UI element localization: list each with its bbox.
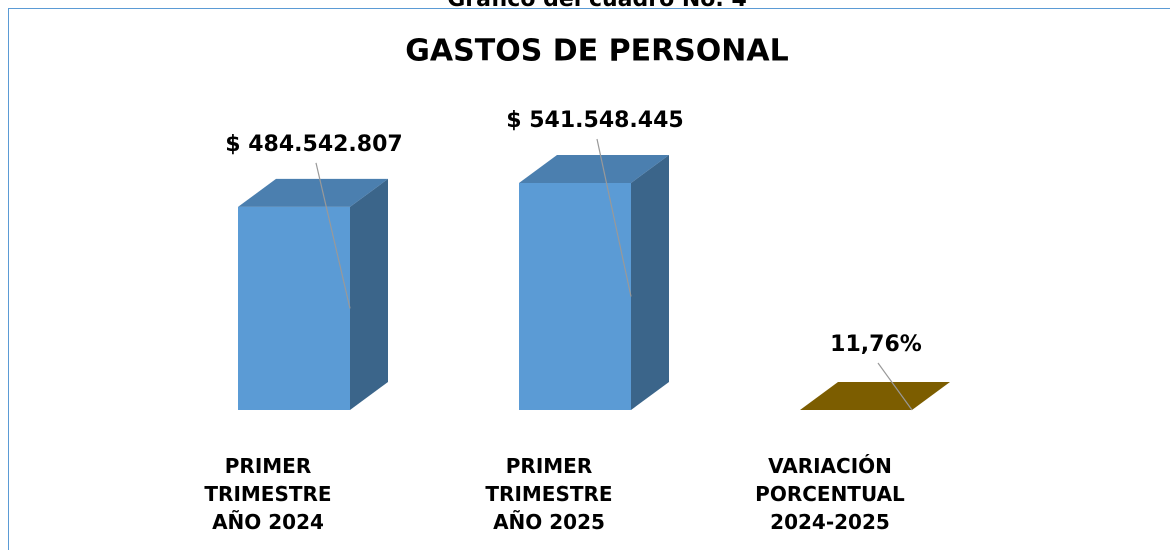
- bar-side: [350, 178, 388, 410]
- bar-side: [631, 155, 669, 410]
- caption: Gráfico del cuadro No. 4: [447, 0, 747, 12]
- leader-line: [596, 138, 632, 297]
- bar: [238, 206, 350, 410]
- bar-top: [238, 178, 388, 207]
- leader-line: [315, 162, 351, 309]
- data-label: $ 541.548.445: [506, 108, 683, 133]
- data-label: $ 484.542.807: [225, 132, 402, 157]
- bar-top: [800, 382, 950, 410]
- data-label: 11,76%: [830, 332, 922, 357]
- bar-top: [519, 155, 669, 183]
- chart-title: GASTOS DE PERSONAL: [405, 34, 788, 69]
- x-tick-label: PRIMER TRIMESTRE AÑO 2024: [204, 454, 332, 534]
- bar: [519, 183, 631, 410]
- leader-line: [877, 362, 913, 411]
- x-tick-label: PRIMER TRIMESTRE AÑO 2025: [485, 454, 613, 534]
- frame: [8, 8, 1170, 550]
- x-tick-label: VARIACIÓN PORCENTUAL 2024-2025: [755, 454, 905, 534]
